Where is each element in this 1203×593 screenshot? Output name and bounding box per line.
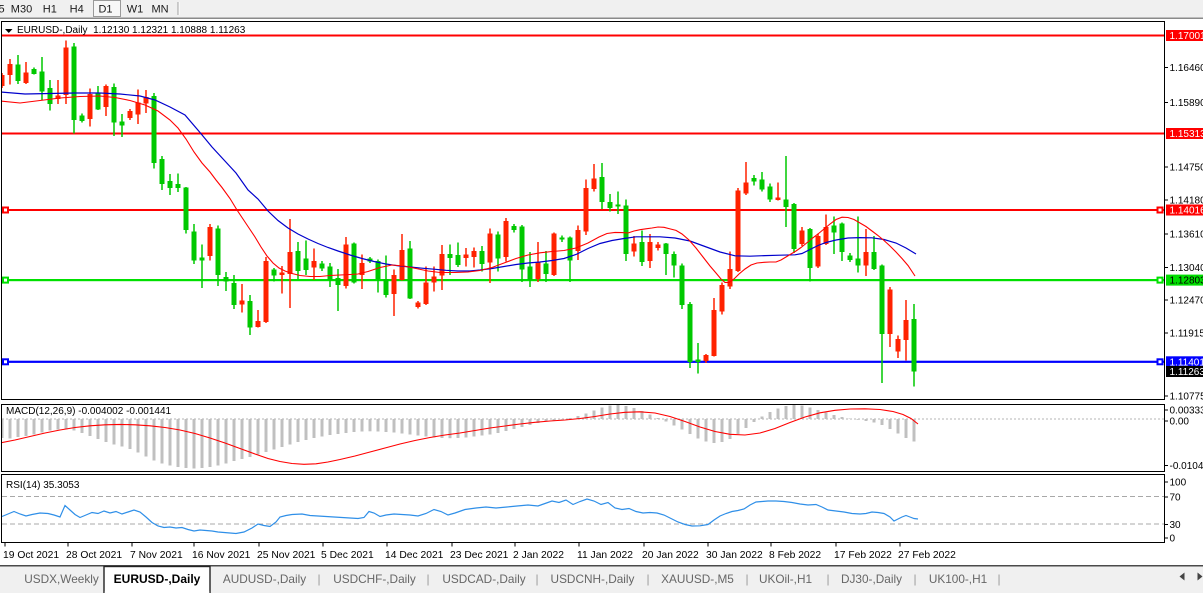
svg-text:20 Jan 2022: 20 Jan 2022 — [642, 550, 699, 561]
svg-text:1.12470: 1.12470 — [1170, 296, 1203, 307]
svg-text:1.17001: 1.17001 — [1170, 31, 1203, 42]
svg-text:1.12803: 1.12803 — [1170, 276, 1203, 287]
svg-text:H1: H1 — [43, 4, 57, 16]
svg-text:30: 30 — [1170, 520, 1182, 531]
svg-text:100: 100 — [1170, 478, 1187, 489]
svg-text:1.13610: 1.13610 — [1170, 230, 1203, 241]
svg-text:|: | — [535, 572, 538, 586]
svg-text:|: | — [997, 572, 1000, 586]
svg-text:16 Nov 2021: 16 Nov 2021 — [192, 550, 251, 561]
svg-text:|: | — [646, 572, 649, 586]
svg-text:RSI(14) 35.3053: RSI(14) 35.3053 — [6, 480, 80, 491]
svg-text:USDCAD-,Daily: USDCAD-,Daily — [442, 572, 525, 586]
svg-text:|: | — [426, 572, 429, 586]
svg-text:1.14750: 1.14750 — [1170, 163, 1203, 174]
svg-text:0.00333: 0.00333 — [1170, 406, 1203, 417]
svg-text:70: 70 — [1170, 493, 1182, 504]
svg-text:UK100-,H1: UK100-,H1 — [929, 572, 987, 586]
svg-text:DJ30-,Daily: DJ30-,Daily — [841, 572, 902, 586]
svg-text:5 Dec 2021: 5 Dec 2021 — [321, 550, 374, 561]
svg-text:EURUSD-,Daily 1.12130 1.12321: EURUSD-,Daily 1.12130 1.12321 1.10888 1.… — [17, 25, 246, 36]
svg-text:EURUSD-,Daily: EURUSD-,Daily — [114, 572, 201, 586]
svg-text:M30: M30 — [11, 4, 32, 16]
svg-text:-0.01043: -0.01043 — [1170, 461, 1203, 472]
svg-text:1.15313: 1.15313 — [1170, 129, 1203, 140]
svg-text:1.13040: 1.13040 — [1170, 263, 1203, 274]
svg-text:|: | — [317, 572, 320, 586]
svg-text:14 Dec 2021: 14 Dec 2021 — [385, 550, 444, 561]
svg-text:28 Oct 2021: 28 Oct 2021 — [66, 550, 122, 561]
svg-text:H4: H4 — [70, 4, 84, 16]
svg-text:1.11401: 1.11401 — [1170, 357, 1203, 368]
svg-text:11 Jan 2022: 11 Jan 2022 — [577, 550, 633, 561]
svg-text:USDCHF-,Daily: USDCHF-,Daily — [333, 572, 416, 586]
svg-text:W1: W1 — [127, 4, 144, 16]
svg-text:2 Jan 2022: 2 Jan 2022 — [513, 550, 564, 561]
svg-text:|: | — [826, 572, 829, 586]
svg-text:AUDUSD-,Daily: AUDUSD-,Daily — [223, 572, 306, 586]
svg-text:UKOil-,H1: UKOil-,H1 — [759, 572, 812, 586]
svg-text:8 Feb 2022: 8 Feb 2022 — [769, 550, 821, 561]
svg-text:MACD(12,26,9) -0.004002 -0.001: MACD(12,26,9) -0.004002 -0.001441 — [6, 406, 172, 417]
svg-text:27 Feb 2022: 27 Feb 2022 — [898, 550, 956, 561]
svg-text:1.16460: 1.16460 — [1170, 63, 1203, 74]
svg-text:1.10775: 1.10775 — [1170, 392, 1203, 403]
svg-text:1.14016: 1.14016 — [1170, 206, 1203, 217]
svg-text:17 Feb 2022: 17 Feb 2022 — [834, 550, 892, 561]
svg-text:|: | — [913, 572, 916, 586]
svg-text:1.14180: 1.14180 — [1170, 196, 1203, 207]
svg-text:30 Jan 2022: 30 Jan 2022 — [706, 550, 763, 561]
svg-text:25 Nov 2021: 25 Nov 2021 — [257, 550, 316, 561]
svg-text:5: 5 — [0, 4, 5, 16]
svg-text:1.15890: 1.15890 — [1170, 98, 1203, 109]
svg-text:0: 0 — [1170, 534, 1176, 545]
svg-text:USDCNH-,Daily: USDCNH-,Daily — [551, 572, 635, 586]
svg-text:USDX,Weekly: USDX,Weekly — [24, 572, 99, 586]
svg-text:7 Nov 2021: 7 Nov 2021 — [130, 550, 183, 561]
svg-text:D1: D1 — [98, 4, 112, 16]
svg-text:23 Dec 2021: 23 Dec 2021 — [450, 550, 509, 561]
svg-text:1.11263: 1.11263 — [1170, 367, 1203, 378]
svg-text:19 Oct 2021: 19 Oct 2021 — [3, 550, 59, 561]
svg-text:1.11915: 1.11915 — [1170, 329, 1203, 340]
svg-text:XAUUSD-,M5: XAUUSD-,M5 — [661, 572, 734, 586]
svg-text:0.00: 0.00 — [1170, 417, 1190, 428]
svg-text:|: | — [745, 572, 748, 586]
svg-text:MN: MN — [151, 4, 168, 16]
